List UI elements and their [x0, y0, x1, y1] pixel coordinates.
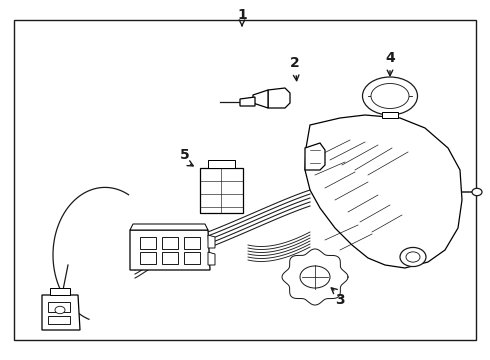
Text: 4: 4: [385, 51, 395, 65]
Text: 3: 3: [335, 293, 345, 307]
Polygon shape: [382, 112, 398, 118]
Polygon shape: [140, 252, 156, 264]
Text: 5: 5: [180, 148, 190, 162]
Polygon shape: [305, 143, 325, 170]
Polygon shape: [140, 237, 156, 249]
Polygon shape: [305, 115, 462, 268]
Polygon shape: [162, 252, 178, 264]
Circle shape: [472, 188, 482, 196]
Polygon shape: [42, 295, 80, 330]
Polygon shape: [200, 168, 243, 213]
Text: 2: 2: [290, 56, 300, 70]
Ellipse shape: [363, 77, 417, 115]
Circle shape: [55, 306, 65, 314]
Circle shape: [406, 252, 420, 262]
Polygon shape: [48, 316, 70, 324]
Text: 1: 1: [237, 8, 247, 22]
Ellipse shape: [371, 84, 409, 108]
Circle shape: [400, 247, 426, 266]
Polygon shape: [162, 237, 178, 249]
Polygon shape: [253, 90, 268, 108]
Bar: [14, 20, 476, 340]
Polygon shape: [208, 160, 235, 168]
Polygon shape: [184, 252, 200, 264]
Polygon shape: [184, 237, 200, 249]
Circle shape: [300, 266, 330, 288]
Polygon shape: [268, 88, 290, 108]
Polygon shape: [130, 224, 208, 230]
Polygon shape: [208, 235, 215, 248]
Polygon shape: [208, 252, 215, 265]
Polygon shape: [50, 288, 70, 295]
Polygon shape: [240, 97, 255, 106]
Polygon shape: [130, 230, 210, 270]
Polygon shape: [48, 302, 70, 312]
